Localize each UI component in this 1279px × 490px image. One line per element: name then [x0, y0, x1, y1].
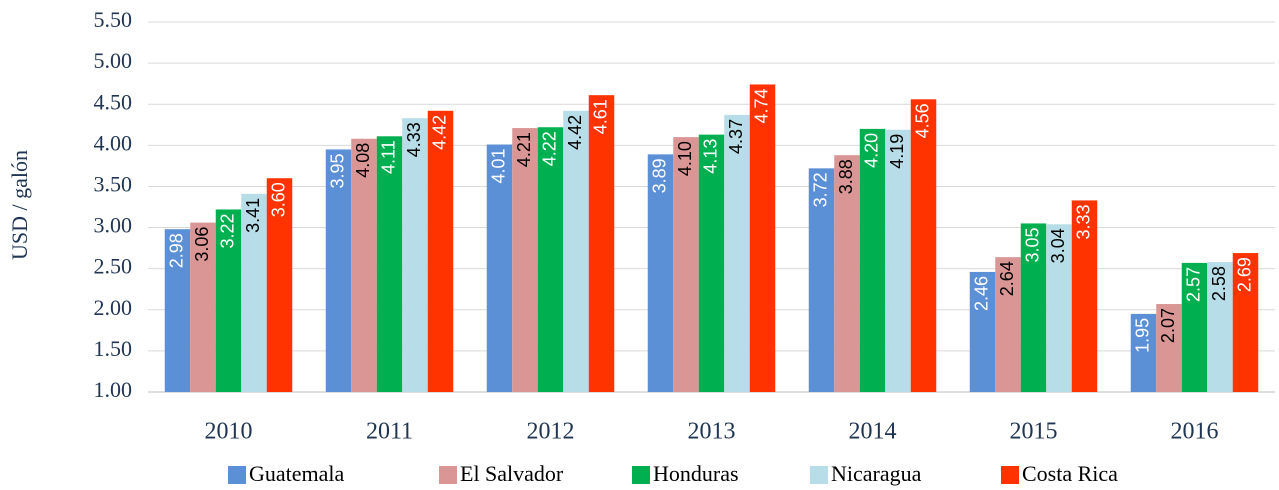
bar	[1046, 224, 1072, 392]
bar	[808, 168, 835, 392]
bar	[1207, 262, 1233, 392]
bar	[859, 128, 886, 392]
data-label: 3.72	[810, 172, 830, 207]
y-tick-label: 3.00	[94, 213, 133, 238]
bar	[164, 229, 191, 392]
y-axis-label: USD / galón	[7, 150, 32, 260]
legend-label: El Salvador	[460, 461, 564, 486]
y-tick-label: 5.00	[94, 48, 133, 73]
data-label: 4.42	[429, 115, 449, 150]
data-label: 3.88	[836, 159, 856, 194]
legend-swatch	[228, 466, 246, 484]
bar	[698, 134, 725, 392]
bar	[1130, 313, 1157, 392]
data-label: 4.74	[751, 88, 771, 123]
bar	[1071, 200, 1098, 392]
data-label: 4.42	[565, 115, 585, 150]
data-label: 4.21	[514, 132, 534, 167]
y-tick-label: 1.50	[94, 336, 133, 361]
bar	[969, 271, 996, 392]
data-label: 4.19	[887, 134, 907, 169]
data-label: 3.89	[649, 158, 669, 193]
data-label: 2.69	[1234, 257, 1254, 292]
bar	[647, 154, 674, 392]
bar	[1232, 253, 1259, 392]
x-tick-label: 2015	[1010, 419, 1058, 445]
bar	[486, 144, 513, 392]
y-tick-label: 2.00	[94, 295, 133, 320]
y-tick-label: 4.50	[94, 89, 133, 114]
bar	[427, 110, 454, 393]
x-tick-label: 2014	[849, 419, 897, 445]
y-tick-label: 1.00	[94, 377, 133, 402]
data-label: 2.57	[1183, 267, 1203, 302]
data-label: 2.64	[997, 261, 1017, 296]
bar	[1020, 223, 1047, 392]
x-tick-label: 2013	[688, 419, 736, 445]
bar	[215, 209, 242, 392]
data-label: 4.33	[404, 122, 424, 157]
bar	[563, 110, 589, 393]
legend-label: Costa Rica	[1022, 461, 1118, 486]
bar	[512, 128, 538, 393]
x-tick-label: 2012	[527, 419, 575, 445]
bar	[1181, 262, 1208, 392]
bar	[885, 129, 911, 392]
legend-swatch	[439, 466, 457, 484]
data-label: 3.04	[1048, 228, 1068, 263]
bar	[266, 178, 293, 392]
bar	[749, 84, 776, 392]
x-tick-label: 2016	[1171, 419, 1219, 445]
data-label: 3.95	[327, 153, 347, 188]
data-label: 4.20	[861, 133, 881, 168]
data-label: 3.33	[1073, 204, 1093, 239]
bar	[325, 149, 352, 392]
bar	[995, 257, 1021, 392]
data-label: 2.46	[971, 276, 991, 311]
legend-label: Nicaragua	[831, 461, 922, 486]
bar	[190, 222, 216, 392]
data-label: 4.13	[700, 139, 720, 174]
legend-swatch	[632, 466, 650, 484]
bar	[724, 114, 750, 393]
bar	[910, 99, 937, 393]
data-label: 4.37	[726, 119, 746, 154]
data-label: 3.41	[243, 198, 263, 233]
data-label: 3.60	[268, 182, 288, 217]
legend-swatch	[810, 466, 828, 484]
legend-swatch	[1001, 466, 1019, 484]
bar	[402, 118, 428, 392]
legend-label: Guatemala	[249, 461, 345, 486]
data-label: 4.22	[539, 131, 559, 166]
data-label: 4.11	[378, 140, 398, 174]
x-tick-label: 2010	[205, 419, 253, 445]
data-label: 4.01	[488, 149, 508, 184]
bar	[351, 138, 377, 392]
data-label: 3.06	[192, 227, 212, 262]
bar	[1156, 304, 1182, 392]
data-label: 1.95	[1132, 318, 1152, 353]
data-label: 2.58	[1209, 266, 1229, 301]
bar	[537, 127, 564, 392]
data-label: 4.10	[675, 141, 695, 176]
legend-label: Honduras	[653, 461, 739, 486]
y-tick-label: 2.50	[94, 254, 133, 279]
x-tick-label: 2011	[366, 419, 413, 445]
y-tick-label: 4.00	[94, 130, 133, 155]
data-label: 2.07	[1158, 308, 1178, 343]
bar	[673, 137, 699, 392]
data-label: 3.05	[1022, 227, 1042, 262]
data-label: 4.08	[353, 143, 373, 178]
data-label: 2.98	[166, 233, 186, 268]
y-tick-label: 3.50	[94, 171, 133, 196]
data-label: 4.56	[912, 103, 932, 138]
y-tick-label: 5.50	[94, 7, 133, 32]
bar	[241, 193, 267, 392]
data-label: 4.61	[590, 99, 610, 134]
bar	[588, 95, 615, 392]
bar	[834, 155, 860, 392]
bar	[376, 136, 403, 392]
data-label: 3.22	[217, 213, 237, 248]
